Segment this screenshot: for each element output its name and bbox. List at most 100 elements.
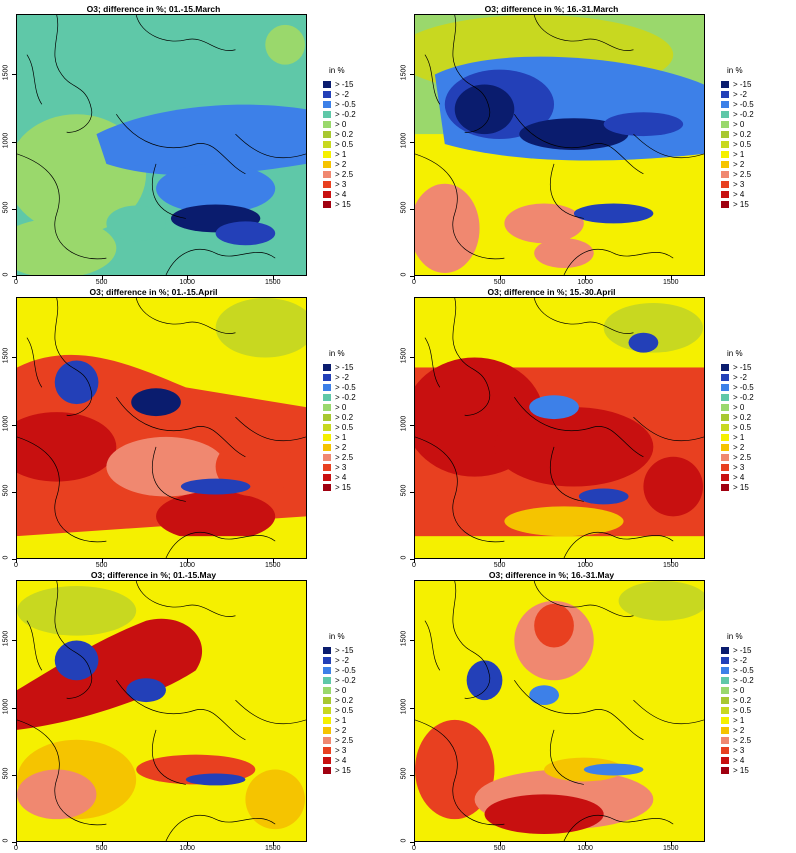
y-tick-label: 1500 xyxy=(400,348,408,364)
legend-swatch xyxy=(323,160,331,168)
concentration-region xyxy=(215,298,306,358)
concentration-region xyxy=(156,163,276,214)
legend-label: > 4 xyxy=(733,189,745,199)
y-tick-mark xyxy=(410,640,414,642)
legend-item: > 2.5 xyxy=(323,169,356,179)
concentration-region xyxy=(131,388,181,417)
legend-swatch xyxy=(323,453,331,461)
x-tick-mark xyxy=(101,842,103,846)
legend-label: > 2 xyxy=(335,442,347,452)
legend-swatch xyxy=(323,716,331,724)
legend-swatch xyxy=(721,766,729,774)
map-panel: O3; difference in %; 01.-15.May 0 500 1000 1… xyxy=(0,566,398,852)
border-line xyxy=(452,298,491,416)
legend-item: > 15 xyxy=(323,765,356,775)
y-tick-mark xyxy=(410,74,414,76)
border-line xyxy=(633,416,704,442)
concentration-region xyxy=(415,536,704,558)
border-line xyxy=(17,436,107,543)
legend-swatch xyxy=(323,696,331,704)
legend-label: > 0.5 xyxy=(733,705,752,715)
legend-swatch xyxy=(721,423,729,431)
legend-label: > 2 xyxy=(335,725,347,735)
legend-item: > 1 xyxy=(721,715,754,725)
legend-swatch xyxy=(721,190,729,198)
legend-swatch xyxy=(721,130,729,138)
legend-item: > -15 xyxy=(323,645,356,655)
legend-swatch xyxy=(323,80,331,88)
x-tick-mark xyxy=(101,276,103,280)
legend-item: > -2 xyxy=(721,372,754,382)
legend-item: > -0.2 xyxy=(721,109,754,119)
legend-swatch xyxy=(721,403,729,411)
legend-title: in % xyxy=(329,632,345,641)
border-line xyxy=(135,298,236,334)
legend-label: > 0.2 xyxy=(733,412,752,422)
border-line xyxy=(54,581,93,699)
concentration-region xyxy=(643,456,704,517)
legend-item: > 0 xyxy=(323,402,356,412)
legend-item: > -15 xyxy=(721,79,754,89)
legend-item: > -0.5 xyxy=(323,665,356,675)
legend-label: > -15 xyxy=(335,79,354,89)
legend-label: > 15 xyxy=(335,765,351,775)
map-panel: O3; difference in %; 16.-31.May 0 500 1000 1… xyxy=(398,566,796,852)
y-tick-label: 1500 xyxy=(2,65,10,81)
legend-item: > -2 xyxy=(721,655,754,665)
x-tick-label: 1500 xyxy=(662,562,679,569)
legend-swatch xyxy=(721,463,729,471)
concentration-region xyxy=(156,491,276,542)
legend-item: > 0.2 xyxy=(323,412,356,422)
legend-label: > 2.5 xyxy=(335,452,354,462)
border-line xyxy=(550,446,584,502)
x-tick-mark xyxy=(16,276,17,280)
x-tick-mark xyxy=(499,842,501,846)
legend-swatch xyxy=(721,676,729,684)
x-tick-label: 500 xyxy=(493,562,506,569)
legend-item: > 4 xyxy=(323,189,356,199)
legend-label: > 2 xyxy=(733,442,745,452)
legend-label: > 3 xyxy=(733,745,745,755)
legend-label: > -0.2 xyxy=(335,675,356,685)
legend-swatch xyxy=(323,403,331,411)
legend-item: > -0.5 xyxy=(721,99,754,109)
legend-swatch xyxy=(323,393,331,401)
x-tick-mark xyxy=(670,559,672,563)
border-line xyxy=(533,15,634,51)
border-line xyxy=(514,680,644,741)
border-line xyxy=(235,699,306,725)
legend-item: > 3 xyxy=(323,745,356,755)
legend-label: > 4 xyxy=(335,755,347,765)
border-line xyxy=(452,581,491,699)
legend-swatch xyxy=(721,656,729,664)
x-tick-label: 0 xyxy=(412,562,416,569)
x-tick-label: 0 xyxy=(14,279,18,286)
legend-item: > 2 xyxy=(721,442,754,452)
y-tick-label: 1500 xyxy=(400,65,408,81)
legend-label: > 1 xyxy=(733,149,745,159)
legend-item: > 0.2 xyxy=(721,412,754,422)
x-tick-label: 0 xyxy=(412,279,416,286)
y-tick-mark xyxy=(410,774,414,776)
legend-swatch xyxy=(323,746,331,754)
legend-swatch xyxy=(323,463,331,471)
legend-item: > 4 xyxy=(323,755,356,765)
legend-swatch xyxy=(323,200,331,208)
legend-swatch xyxy=(323,383,331,391)
legend-item: > -0.2 xyxy=(323,675,356,685)
legend-item: > 15 xyxy=(323,199,356,209)
legend-swatch xyxy=(323,766,331,774)
legend-swatch xyxy=(323,706,331,714)
border-line xyxy=(165,532,276,558)
legend-swatch xyxy=(721,686,729,694)
legend-swatch xyxy=(323,676,331,684)
legend-label: > 2.5 xyxy=(733,169,752,179)
concentration-region xyxy=(544,757,624,782)
legend-item: > 0.2 xyxy=(721,695,754,705)
y-tick-mark xyxy=(12,276,16,277)
legend-item: > 2.5 xyxy=(721,169,754,179)
concentration-region xyxy=(534,603,574,648)
legend-item: > -0.5 xyxy=(323,382,356,392)
x-tick-mark xyxy=(272,842,274,846)
legend-swatch xyxy=(721,453,729,461)
